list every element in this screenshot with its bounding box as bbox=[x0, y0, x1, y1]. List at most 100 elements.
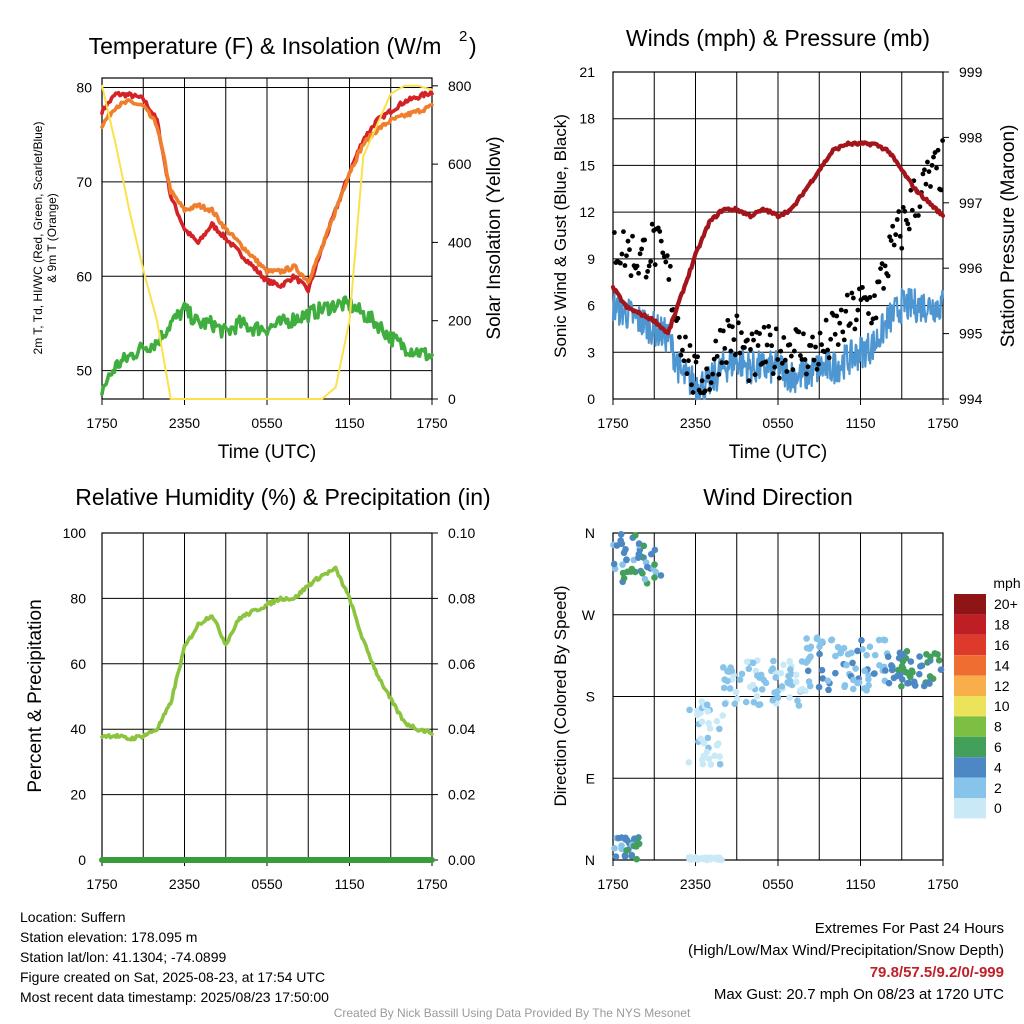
direction-point bbox=[881, 636, 889, 644]
direction-point bbox=[622, 545, 629, 553]
gust-point bbox=[888, 238, 894, 243]
gust-point bbox=[826, 355, 832, 361]
gust-point bbox=[660, 250, 666, 256]
gust-point bbox=[645, 269, 651, 274]
extremes-info: Extremes For Past 24 Hours (High/Low/Max… bbox=[688, 918, 1004, 1006]
gust-point bbox=[722, 346, 728, 351]
gust-point bbox=[745, 337, 750, 343]
direction-point bbox=[746, 683, 754, 691]
direction-point bbox=[753, 693, 761, 700]
gust-point bbox=[849, 290, 855, 296]
temp-axis-label-2: & 9m T (Orange) bbox=[45, 193, 59, 283]
direction-point bbox=[898, 676, 906, 683]
temp-ytick-label: 70 bbox=[76, 174, 92, 190]
gust-point bbox=[779, 360, 785, 366]
direction-point bbox=[854, 679, 861, 687]
gust-point bbox=[619, 251, 625, 257]
gust-point bbox=[693, 359, 699, 365]
gust-point bbox=[720, 328, 726, 334]
direction-ytick-label: N bbox=[585, 525, 595, 541]
direction-point bbox=[618, 540, 625, 548]
elevation-text: Station elevation: 178.095 m bbox=[20, 929, 198, 945]
pressure-ytick-label: 995 bbox=[959, 326, 983, 342]
direction-point bbox=[871, 651, 879, 659]
gust-point bbox=[890, 223, 896, 229]
direction-chart-xtick-label: 1750 bbox=[597, 876, 628, 892]
speed-legend-label: 0 bbox=[994, 800, 1002, 816]
direction-point bbox=[652, 568, 660, 576]
direction-point bbox=[758, 686, 766, 693]
direction-point bbox=[769, 696, 777, 704]
direction-point bbox=[841, 682, 849, 689]
wind-ytick-label: 3 bbox=[587, 344, 595, 360]
speed-legend-swatch bbox=[954, 655, 986, 676]
gust-point bbox=[869, 320, 874, 326]
insolation-axis-label: Solar Insolation (Yellow) bbox=[484, 136, 505, 339]
created-text: Figure created on Sat, 2025-08-23, at 17… bbox=[20, 969, 326, 985]
gust-point bbox=[683, 334, 688, 340]
direction-point bbox=[770, 657, 777, 665]
direction-point bbox=[620, 574, 628, 582]
direction-point bbox=[623, 837, 631, 844]
direction-point bbox=[703, 748, 711, 756]
direction-point bbox=[742, 698, 750, 706]
gust-point bbox=[666, 277, 672, 282]
gust-point bbox=[811, 357, 817, 363]
direction-point bbox=[651, 561, 658, 568]
direction-point bbox=[803, 635, 810, 642]
speed-legend-label: 2 bbox=[994, 780, 1002, 796]
gust-point bbox=[850, 295, 856, 301]
gust-point bbox=[732, 352, 738, 358]
gust-point bbox=[749, 331, 755, 337]
direction-point bbox=[618, 842, 625, 849]
credit-text: Created By Nick Bassill Using Data Provi… bbox=[333, 1006, 691, 1020]
direction-point bbox=[934, 651, 941, 658]
gust-point bbox=[649, 221, 655, 227]
gust-point bbox=[920, 171, 926, 177]
direction-chart-xtick-label: 1750 bbox=[927, 876, 958, 892]
wind-ytick-label: 18 bbox=[579, 111, 595, 127]
gust-point bbox=[802, 357, 808, 362]
gust-point bbox=[769, 343, 775, 349]
direction-point bbox=[707, 761, 715, 768]
gust-point bbox=[852, 326, 858, 332]
direction-point bbox=[866, 643, 874, 651]
direction-point bbox=[635, 554, 642, 561]
gust-point bbox=[894, 217, 900, 222]
direction-point bbox=[639, 570, 646, 577]
gust-point bbox=[742, 345, 747, 350]
gust-point bbox=[637, 251, 643, 257]
pressure-ytick-label: 997 bbox=[959, 195, 983, 211]
gust-point bbox=[716, 372, 722, 377]
gust-point bbox=[757, 331, 762, 336]
rh-ytick-label: 20 bbox=[70, 787, 86, 803]
direction-point bbox=[745, 665, 753, 673]
max-gust-text: Max Gust: 20.7 mph On 08/23 at 1720 UTC bbox=[713, 986, 1004, 1003]
temp-title-superscript: 2 bbox=[459, 28, 467, 45]
direction-point bbox=[888, 666, 896, 674]
gust-point bbox=[699, 378, 705, 384]
gust-point bbox=[940, 138, 945, 143]
direction-point bbox=[704, 708, 712, 715]
direction-point bbox=[937, 666, 945, 673]
gust-point bbox=[764, 342, 770, 348]
gust-point bbox=[804, 371, 809, 377]
direction-point bbox=[908, 667, 916, 674]
wind-ytick-label: 9 bbox=[587, 251, 595, 267]
direction-point bbox=[832, 652, 839, 660]
gust-point bbox=[686, 358, 691, 364]
gust-point bbox=[664, 253, 670, 259]
gust-point bbox=[618, 260, 623, 266]
temp-chart-xtick-label: 1750 bbox=[416, 415, 447, 431]
gust-point bbox=[646, 263, 652, 269]
series-orange-line bbox=[100, 98, 434, 285]
direction-point bbox=[721, 700, 729, 708]
temp-ytick-label: 50 bbox=[76, 363, 92, 379]
gust-point bbox=[705, 374, 711, 380]
gust-point bbox=[796, 329, 802, 335]
direction-point bbox=[802, 687, 809, 695]
gust-point bbox=[695, 354, 700, 360]
direction-point bbox=[854, 647, 861, 655]
direction-point bbox=[657, 572, 665, 579]
direction-point bbox=[834, 643, 842, 651]
